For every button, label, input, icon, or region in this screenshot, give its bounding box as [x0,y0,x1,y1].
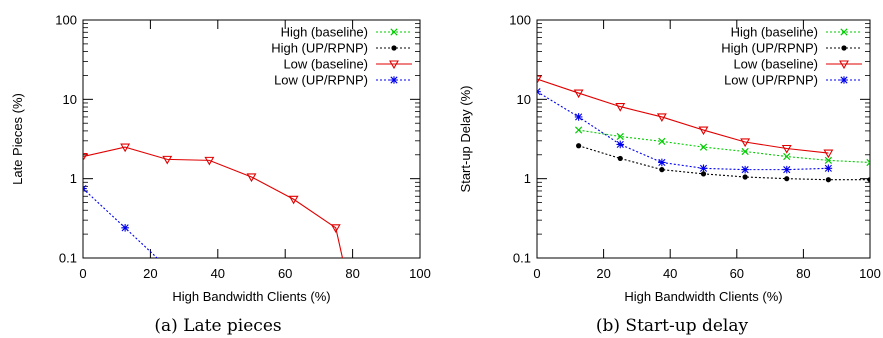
data-point [615,103,626,112]
data-point [121,224,129,232]
data-point [659,167,665,173]
legend-label: High (UP/RPNP) [271,41,368,56]
data-point [658,158,666,167]
data-point [246,173,257,183]
x-tick-label: 100 [409,266,431,281]
x-tick-label: 0 [533,266,540,281]
series-area [83,143,344,258]
legend-label: Low (UP/RPNP) [274,73,368,88]
series-line-2 [83,146,344,258]
data-point [204,156,215,166]
series-line-2 [537,78,829,154]
data-point [616,132,624,141]
data-point [573,89,584,99]
data-point [825,177,831,183]
series-area [537,75,870,183]
panel-startup-delay: 0.1 1 10 100 0 20 40 60 80 100 High Bandwidth Clie… [458,13,881,337]
data-point [824,164,833,173]
x-tick-label: 60 [278,266,292,281]
y-axis-label: Late Pieces (%) [10,93,25,185]
y-tick-label: 1 [70,171,77,186]
x-tick-label: 0 [79,266,86,281]
data-point [576,143,582,149]
y-tick-label: 1 [524,171,531,186]
legend-marker [841,45,847,51]
data-point [617,155,623,162]
legend-marker [839,60,849,70]
x-tick-label: 40 [211,266,225,281]
data-point [574,113,583,121]
legend-marker [390,76,398,84]
data-point [824,156,832,165]
x-axis-label: High Bandwidth Clients (%) [624,289,782,304]
legend: High (baseline)High (UP/RPNP)Low (baseli… [271,25,412,88]
data-point [782,165,791,174]
x-tick-label: 20 [596,266,610,281]
panel-caption: (b) Start-up delay [596,316,749,336]
data-point [162,155,173,165]
data-point [742,174,748,180]
data-point [575,126,583,134]
y-tick-label: 100 [55,13,77,28]
y-tick-label: 0.1 [59,251,77,266]
data-point [740,138,751,148]
data-point [698,126,709,136]
data-point [120,143,131,153]
data-point [658,137,666,146]
data-point [866,158,870,167]
panel-late-pieces: 0.1 1 10 100 0 20 40 60 80 100 High Bandwidth Clie… [10,13,431,337]
data-point [741,147,749,156]
x-tick-label: 80 [796,266,810,281]
plot-frame [82,19,421,259]
legend-label: Low (baseline) [283,57,368,72]
data-point [699,143,708,151]
legend-marker [391,45,397,51]
x-tick-label: 40 [663,266,677,281]
legend-label: Low (UP/RPNP) [724,73,818,88]
series-line-0 [578,129,870,164]
series-line-3 [83,188,158,258]
x-tick-label: 100 [859,266,881,281]
y-tick-label: 10 [517,92,531,107]
data-point [83,184,87,193]
plot-frame [536,19,871,259]
data-point [330,224,341,233]
data-point [741,165,749,174]
y-tick-label: 0.1 [513,251,531,266]
data-point [783,152,791,161]
y-axis-label: Start-up Delay (%) [458,86,473,193]
y-tick-label: 10 [63,92,77,107]
data-point [781,144,792,154]
x-tick-label: 80 [345,266,359,281]
legend-label: High (UP/RPNP) [721,41,818,56]
data-point [656,113,667,123]
x-tick-label: 20 [143,266,157,281]
legend-marker [840,28,848,36]
x-tick-label: 60 [730,266,744,281]
data-point [83,153,88,162]
legend-label: High (baseline) [731,25,818,40]
legend-marker [389,60,399,70]
y-tick-label: 100 [509,13,531,28]
legend-label: Low (baseline) [733,57,818,72]
data-point [616,140,625,149]
series-line-1 [578,145,870,181]
data-point [537,87,541,96]
data-point [784,176,790,182]
legend-label: High (baseline) [281,25,368,40]
data-point [537,75,542,85]
data-point [823,149,834,159]
x-axis-label: High Bandwidth Clients (%) [172,289,330,304]
data-point [699,164,708,173]
data-point [700,171,707,177]
series-line-3 [537,91,829,171]
legend-marker [390,28,398,36]
panel-caption: (a) Late pieces [154,316,281,336]
data-point [288,195,299,205]
data-point [867,177,870,183]
legend-marker [840,76,848,84]
legend: High (baseline)High (UP/RPNP)Low (baseli… [721,25,862,88]
